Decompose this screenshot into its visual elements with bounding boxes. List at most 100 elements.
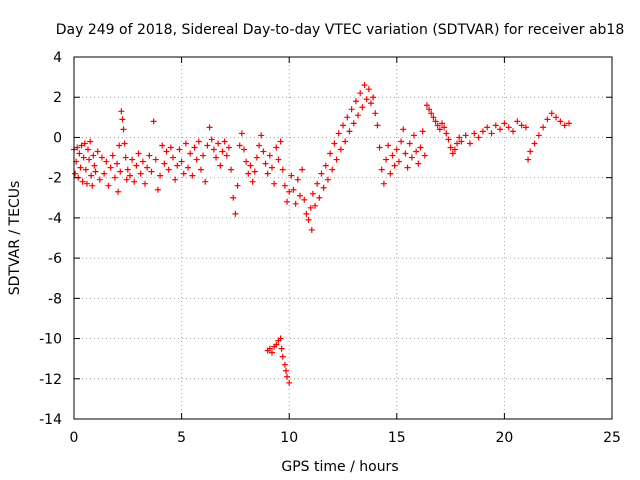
data-point (331, 140, 338, 147)
data-point (361, 82, 368, 89)
data-point (202, 178, 209, 185)
data-point (308, 226, 315, 233)
data-point (271, 180, 278, 187)
data-point (535, 132, 542, 139)
data-point (193, 156, 200, 163)
data-point (230, 194, 237, 201)
data-point (281, 361, 288, 368)
data-point (426, 106, 433, 113)
data-point (299, 166, 306, 173)
data-point (245, 170, 252, 177)
data-point (372, 110, 379, 117)
data-point (144, 164, 151, 171)
data-point (557, 118, 564, 125)
data-point (415, 160, 422, 167)
x-axis-label: GPS time / hours (281, 459, 398, 475)
data-point (286, 379, 293, 386)
data-point (174, 162, 181, 169)
data-point (344, 114, 351, 121)
data-point (561, 122, 568, 129)
data-point (497, 126, 504, 133)
data-point (116, 142, 123, 149)
data-point (443, 130, 450, 137)
y-tick-label: -10 (39, 332, 62, 348)
data-point (241, 146, 248, 153)
data-point (406, 140, 413, 147)
data-point (247, 162, 254, 169)
data-point (103, 158, 110, 165)
data-point (309, 190, 316, 197)
data-point (83, 180, 90, 187)
data-point (221, 138, 228, 145)
data-point (249, 178, 256, 185)
data-point (84, 146, 91, 153)
data-point (447, 144, 454, 151)
data-point (72, 170, 79, 177)
data-point (434, 122, 441, 129)
data-point (303, 210, 310, 217)
data-point (281, 182, 288, 189)
data-point (348, 106, 355, 113)
data-point (380, 180, 387, 187)
data-point (266, 152, 273, 159)
data-point (505, 124, 512, 131)
data-point (324, 176, 331, 183)
data-point (161, 160, 168, 167)
data-point (419, 128, 426, 135)
data-point (260, 148, 267, 155)
data-point (423, 102, 430, 109)
data-point (197, 166, 204, 173)
data-point (514, 118, 521, 125)
data-point (121, 140, 128, 147)
data-point (400, 126, 407, 133)
data-point (129, 156, 136, 163)
data-point (266, 345, 273, 352)
data-point (91, 162, 98, 169)
data-point (191, 144, 198, 151)
data-point (350, 120, 357, 127)
data-point (219, 148, 226, 155)
x-tick-label: 10 (280, 430, 298, 446)
data-point (88, 172, 95, 179)
data-point (101, 170, 108, 177)
data-point (286, 188, 293, 195)
data-point (243, 158, 250, 165)
data-point (74, 144, 81, 151)
data-point (278, 345, 285, 352)
data-point (290, 186, 297, 193)
data-point (87, 138, 94, 145)
data-point (258, 132, 265, 139)
data-point (445, 136, 452, 143)
data-point (527, 148, 534, 155)
data-point (294, 176, 301, 183)
data-point (417, 144, 424, 151)
data-point (277, 335, 284, 342)
data-point (213, 154, 220, 161)
data-point (131, 178, 138, 185)
data-point (275, 156, 282, 163)
data-point (81, 140, 88, 147)
data-point (466, 140, 473, 147)
data-point (352, 98, 359, 105)
data-point (264, 170, 271, 177)
data-point (109, 152, 116, 159)
data-point (389, 152, 396, 159)
data-point (471, 130, 478, 137)
data-point (137, 170, 144, 177)
data-point (484, 124, 491, 131)
data-point (462, 132, 469, 139)
data-point (279, 166, 286, 173)
data-point (312, 202, 319, 209)
data-point (449, 150, 456, 157)
data-point (456, 134, 463, 141)
data-point (525, 156, 532, 163)
data-point (178, 158, 185, 165)
data-point (565, 120, 572, 127)
data-point (163, 148, 170, 155)
data-point (314, 180, 321, 187)
data-point (277, 138, 284, 145)
data-point (305, 216, 312, 223)
data-point (296, 192, 303, 199)
data-point (408, 154, 415, 161)
data-point (187, 150, 194, 157)
